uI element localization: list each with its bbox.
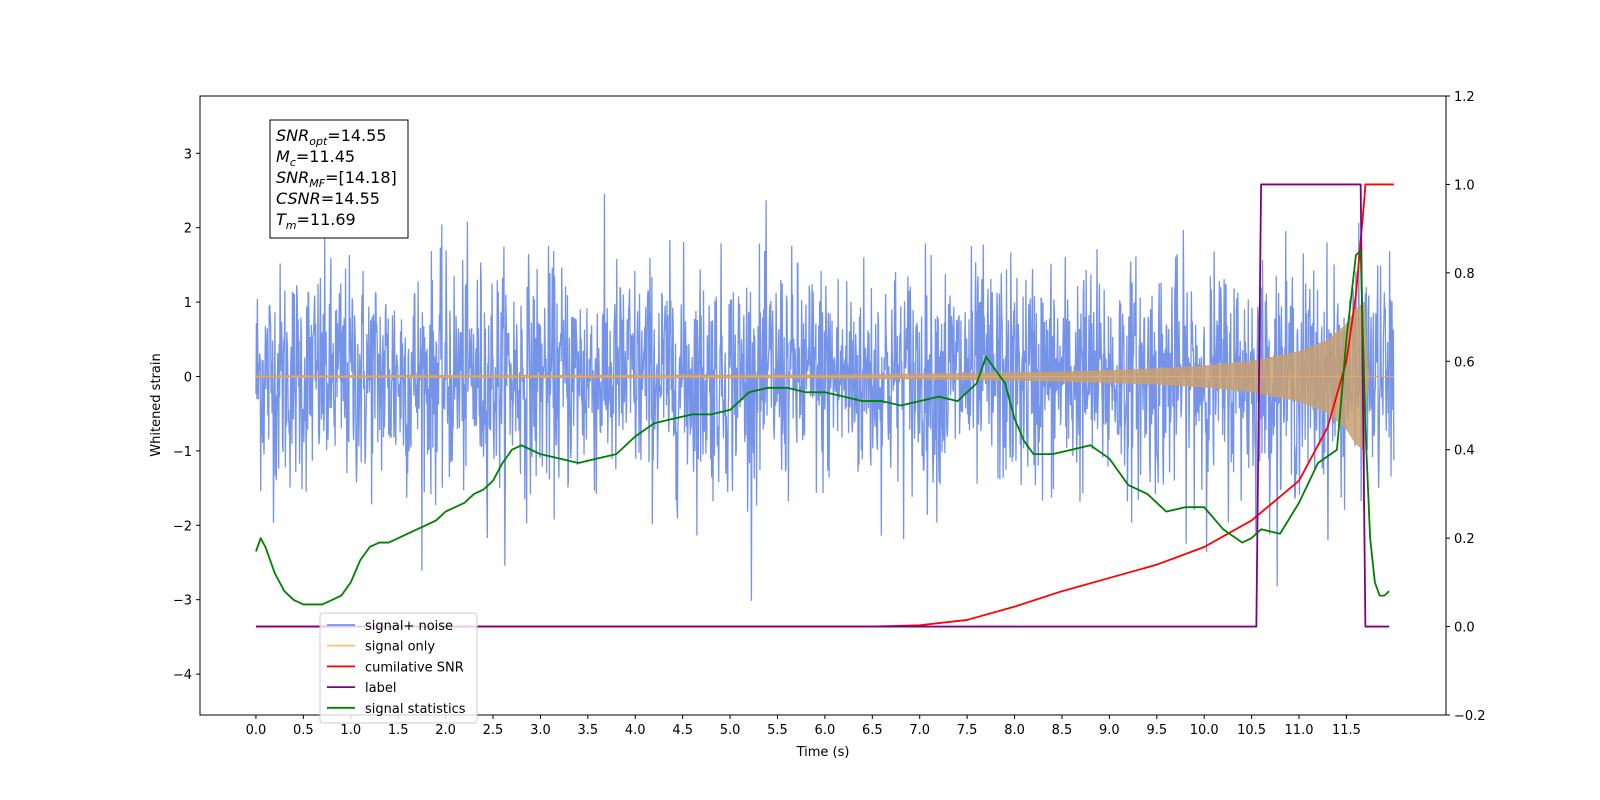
y-tick-label-left: −4 (173, 668, 192, 683)
signal-noise-line (255, 193, 1395, 601)
x-tick-label: 0.0 (246, 723, 267, 738)
annotation-line: Mc=11.45 (276, 147, 355, 169)
x-tick-label: 2.0 (435, 723, 456, 738)
label-line (255, 183, 1390, 628)
x-axis: 0.0 0.5 1.0 1.5 2.0 2.5 3.0 3.5 4.0 4.5 5.0 5.5 6.0 6… (246, 715, 1361, 738)
legend-label: signal only (365, 640, 435, 655)
y-tick-label-left: −3 (173, 594, 192, 609)
legend-label: signal statistics (365, 702, 466, 717)
x-axis-label: Time (s) (796, 745, 850, 760)
left-y-axis: 3 2 1 0 −1 −2 −3 −4 (173, 147, 200, 683)
y-tick-label-left: −2 (173, 519, 192, 534)
x-tick-label: 4.0 (625, 723, 646, 738)
y-tick-label-right: 1.0 (1454, 178, 1475, 193)
x-tick-label: 7.0 (909, 723, 930, 738)
signal-statistics-line (255, 249, 1390, 606)
y-tick-label-left: 1 (184, 296, 192, 311)
y-tick-label-left: 3 (184, 147, 192, 162)
legend-label: cumilative SNR (365, 660, 464, 675)
y-tick-label-left: −1 (173, 445, 192, 460)
cumulative-snr-line (255, 183, 1394, 628)
legend-label: label (365, 681, 396, 696)
plot-frame (199, 95, 1447, 716)
y-tick-label-left: 0 (184, 370, 192, 385)
x-tick-label: 11.0 (1285, 723, 1314, 738)
cumulative-snr-series (255, 183, 1394, 628)
x-tick-label: 5.5 (767, 723, 788, 738)
signal-statistics-series (255, 249, 1390, 606)
x-tick-label: 10.0 (1190, 723, 1219, 738)
y-tick-label-left: 2 (184, 222, 192, 237)
signal-noise-series (255, 193, 1395, 601)
annotation-box: SNRopt=14.55Mc=11.45SNRMF=[14.18]CSNR=14… (269, 119, 409, 239)
right-y-axis: 1.2 1.0 0.8 0.6 0.4 0.2 0.0 −0.2 (1446, 90, 1486, 724)
x-tick-label: 0.5 (293, 723, 314, 738)
x-tick-label: 2.5 (483, 723, 504, 738)
x-tick-label: 6.5 (862, 723, 883, 738)
x-tick-label: 10.5 (1237, 723, 1266, 738)
x-tick-label: 5.0 (720, 723, 741, 738)
annotation-frame (269, 119, 409, 239)
x-tick-label: 11.5 (1332, 723, 1361, 738)
annotation-line: SNRopt=14.55 (276, 126, 387, 148)
label-series (255, 183, 1390, 628)
y-axis-label: Whitened strain (149, 353, 164, 456)
annotation-line: CSNR=14.55 (276, 189, 380, 208)
y-tick-label-right: 1.2 (1454, 90, 1475, 105)
legend: signal+ noise signal only cumilative SNR la… (319, 612, 478, 724)
x-tick-label: 4.5 (672, 723, 693, 738)
x-tick-label: 8.5 (1052, 723, 1073, 738)
x-tick-label: 9.5 (1146, 723, 1167, 738)
y-tick-label-right: 0.8 (1454, 267, 1475, 282)
x-tick-label: 8.0 (1004, 723, 1025, 738)
legend-frame (319, 612, 478, 724)
x-tick-label: 3.5 (577, 723, 598, 738)
y-tick-label-right: −0.2 (1454, 709, 1486, 724)
x-tick-label: 9.0 (1099, 723, 1120, 738)
y-tick-label-right: 0.0 (1454, 621, 1475, 636)
x-tick-label: 1.0 (340, 723, 361, 738)
annotation-line: Tm=11.69 (276, 210, 356, 232)
y-tick-label-right: 0.4 (1454, 444, 1475, 459)
x-tick-label: 7.5 (957, 723, 978, 738)
x-tick-label: 3.0 (530, 723, 551, 738)
legend-label: signal+ noise (365, 619, 453, 634)
signal-only-series (255, 301, 1394, 452)
x-tick-label: 1.5 (388, 723, 409, 738)
y-tick-label-right: 0.2 (1454, 532, 1475, 547)
x-tick-label: 6.0 (815, 723, 836, 738)
y-tick-label-right: 0.6 (1454, 355, 1475, 370)
annotation-line: SNRMF=[14.18] (276, 168, 397, 190)
